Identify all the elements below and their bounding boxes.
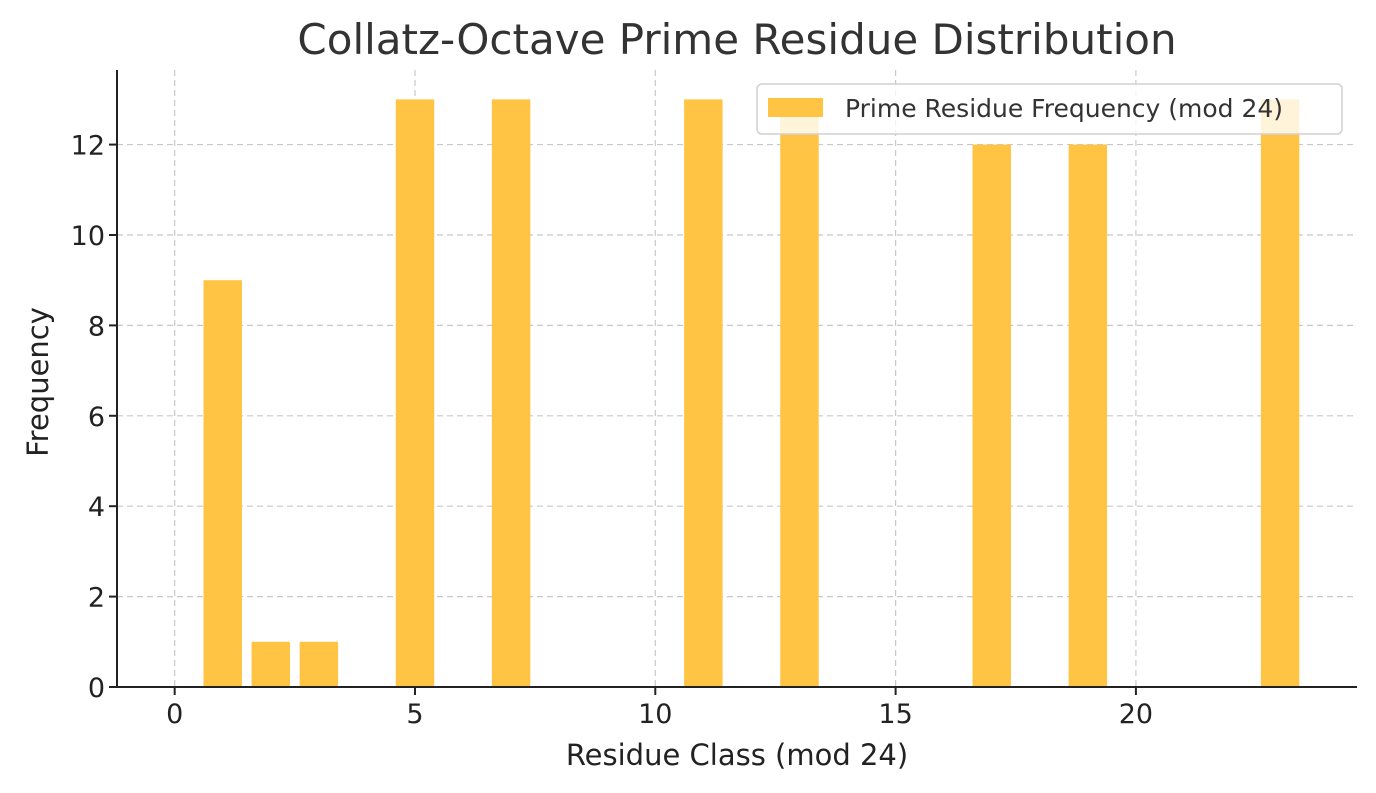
x-tick-label: 15 <box>878 699 912 730</box>
bar-residue-3 <box>299 641 339 687</box>
bar-residue-13 <box>780 99 819 687</box>
y-tick-label: 12 <box>71 131 105 162</box>
y-tick-label: 8 <box>88 311 105 342</box>
y-tick-label: 2 <box>88 583 105 614</box>
y-tick-label: 4 <box>88 492 105 523</box>
bar-residue-19 <box>1068 144 1108 688</box>
x-tick-label: 0 <box>166 699 183 730</box>
x-axis-label: Residue Class (mod 24) <box>566 738 908 772</box>
bar-residue-1 <box>203 280 242 687</box>
y-tick-label: 6 <box>88 402 105 433</box>
x-tick-label: 5 <box>406 699 423 730</box>
y-tick-label: 10 <box>71 221 105 252</box>
y-tick-label: 0 <box>88 673 105 704</box>
bar-layer <box>203 99 1300 688</box>
bar-residue-7 <box>491 99 531 687</box>
axis-layer: 0 5 10 15 20 0 2 4 6 8 10 12 <box>71 70 1357 730</box>
bar-residue-2 <box>251 641 291 687</box>
y-axis-label: Frequency <box>21 307 55 457</box>
x-tick-label: 10 <box>638 699 672 730</box>
grid-layer <box>117 70 1357 688</box>
legend-box <box>756 83 1343 135</box>
legend-label: Prime Residue Frequency (mod 24) <box>845 94 1283 123</box>
bar-residue-11 <box>684 99 723 687</box>
bar-residue-23 <box>1260 99 1300 687</box>
legend: Prime Residue Frequency (mod 24) <box>756 83 1343 135</box>
chart-title: Collatz-Octave Prime Residue Distributio… <box>297 15 1176 64</box>
bar-residue-17 <box>972 144 1011 688</box>
legend-swatch <box>768 98 823 117</box>
bar-residue-5 <box>395 99 435 687</box>
x-tick-label: 20 <box>1119 699 1153 730</box>
